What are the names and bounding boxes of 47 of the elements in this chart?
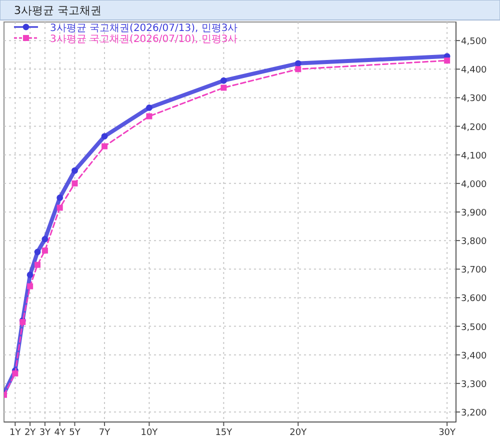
legend-label: 3사평균 국고채권(2026/07/13), 민평3사 (50, 23, 238, 34)
y-tick-label: 4,000 (461, 180, 488, 190)
point (146, 104, 152, 111)
point (72, 167, 78, 174)
point (295, 66, 302, 72)
y-tick-label: 3,300 (461, 380, 488, 390)
point (294, 60, 302, 67)
point (34, 248, 41, 256)
x-tick-label: 20Y (290, 428, 308, 438)
y-tick-label: 3,900 (461, 208, 488, 218)
y-tick-label: 3,600 (461, 294, 488, 304)
point (220, 84, 227, 91)
point (56, 204, 63, 211)
point (34, 262, 41, 268)
y-tick-label: 4,300 (461, 94, 488, 104)
y-tick-label: 4,200 (461, 122, 488, 133)
x-tick-label: 4Y (54, 428, 66, 438)
point (26, 272, 34, 278)
point (102, 143, 108, 150)
x-tick-label: 3Y (39, 428, 52, 438)
point (56, 194, 64, 201)
point (101, 133, 108, 140)
point (42, 248, 48, 254)
x-tick-label: 30Y (438, 428, 456, 438)
point (146, 113, 152, 120)
y-tick-label: 4,400 (461, 66, 488, 76)
x-tick-label: 15Y (215, 428, 233, 438)
y-tick-label: 3,800 (461, 237, 488, 248)
point (444, 58, 450, 64)
x-tick-label: 2Y (24, 428, 36, 438)
chart-title: 3사평균 국고채권 (14, 4, 102, 17)
point (12, 370, 18, 376)
x-tick-label: 7Y (98, 428, 111, 438)
y-tick-label: 3,200 (461, 408, 488, 418)
x-tick-label: 10Y (140, 428, 158, 438)
y-tick-label: 4,100 (461, 151, 488, 162)
y-tick-label: 4,500 (461, 37, 488, 48)
legend-label: 3사평균 국고채권(2026/07/10), 민평3사 (50, 34, 238, 45)
point (27, 283, 34, 290)
point (42, 236, 48, 242)
x-tick-label: 5Y (69, 428, 81, 438)
point (220, 77, 227, 84)
y-tick-label: 3,700 (461, 266, 488, 276)
point (72, 180, 78, 186)
y-tick-label: 3,500 (461, 322, 488, 333)
x-tick-label: 1Y (10, 428, 22, 438)
y-tick-label: 3,400 (461, 351, 488, 362)
